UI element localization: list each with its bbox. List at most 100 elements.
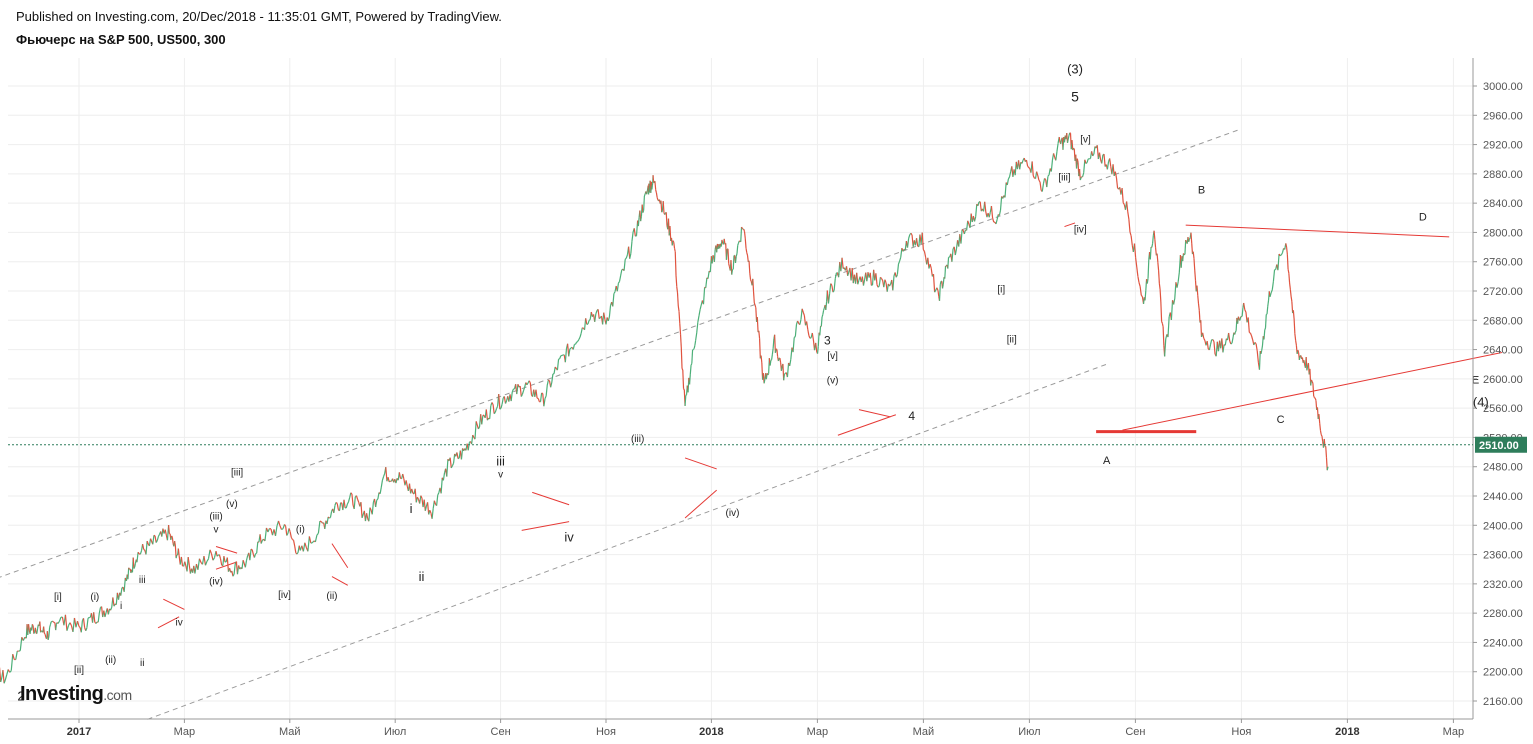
- price-candle: [64, 614, 68, 631]
- price-candle: [442, 472, 446, 481]
- price-candle: [494, 408, 498, 413]
- y-tick-label: 2160.00: [1483, 696, 1523, 708]
- price-candle: [990, 205, 994, 219]
- price-candle: [809, 337, 812, 339]
- price-candle: [1325, 446, 1328, 458]
- price-candle: [493, 411, 496, 415]
- price-candle: [437, 492, 440, 496]
- price-candle: [1158, 283, 1161, 290]
- price-candle: [746, 255, 749, 263]
- price-candle: [929, 263, 932, 269]
- price-candle: [1312, 383, 1315, 397]
- price-candle: [284, 524, 287, 527]
- price-candle: [944, 266, 947, 279]
- price-candle: [1137, 276, 1140, 283]
- price-candle: [1190, 232, 1193, 244]
- price-candle: [699, 304, 702, 310]
- price-candle: [491, 402, 494, 405]
- price-candle: [1047, 174, 1050, 177]
- price-candle: [510, 391, 513, 402]
- price-candle: [1122, 202, 1125, 205]
- y-tick-label: 2840.00: [1483, 198, 1523, 210]
- price-candle: [624, 257, 627, 260]
- wave-label: ii: [419, 569, 425, 584]
- price-candle: [1044, 177, 1047, 180]
- price-candle: [431, 508, 434, 519]
- price-candle: [1230, 342, 1233, 345]
- price-candle: [627, 246, 631, 259]
- price-candle: [607, 316, 610, 322]
- price-candle: [1071, 140, 1074, 151]
- y-tick-label: 3000.00: [1483, 81, 1523, 93]
- price-candle: [326, 516, 329, 525]
- price-candle: [780, 365, 783, 371]
- price-candle: [1174, 282, 1177, 299]
- price-candle: [112, 597, 115, 607]
- price-candle: [4, 674, 8, 681]
- price-candle: [440, 477, 443, 494]
- y-axis: 2160.00 2200.00 2240.00 2280.00 2320.00 2360.…: [1472, 58, 1523, 719]
- price-candle: [416, 496, 420, 500]
- price-candle: [492, 404, 495, 414]
- price-candle: [155, 540, 158, 543]
- investing-logo: Investing.com: [20, 683, 132, 706]
- price-candle: [137, 551, 140, 555]
- price-candle: [998, 210, 1002, 216]
- price-candle: [264, 527, 268, 542]
- price-candle: [171, 537, 174, 544]
- price-candle: [760, 355, 763, 364]
- price-candle: [1019, 162, 1022, 170]
- wave-label: [i]: [997, 284, 1005, 295]
- price-candle: [1188, 237, 1191, 240]
- price-candle: [58, 617, 62, 622]
- wave-channel-tick: [157, 616, 180, 629]
- price-candle: [977, 201, 980, 206]
- price-candle: [1298, 355, 1301, 361]
- price-candle: [1249, 332, 1253, 337]
- price-candle: [727, 248, 730, 264]
- price-candle: [790, 347, 793, 360]
- price-candle: [892, 276, 895, 291]
- price-candle: [758, 330, 761, 339]
- price-candle: [598, 317, 601, 320]
- price-candle: [368, 507, 371, 522]
- wave-channel-tick: [331, 576, 349, 586]
- wave-label: (3): [1067, 62, 1083, 77]
- price-candle: [1076, 158, 1079, 163]
- price-candle: [979, 201, 982, 212]
- wave-label: (4): [1473, 395, 1489, 410]
- logo-suffix: .com: [103, 687, 132, 703]
- price-candle: [697, 315, 700, 323]
- price-candle: [803, 315, 807, 326]
- price-candle: [402, 473, 405, 479]
- price-candle: [617, 281, 621, 284]
- price-candle: [226, 557, 230, 572]
- price-candle: [1193, 258, 1196, 271]
- price-series: [0, 132, 1329, 684]
- price-candle: [942, 277, 945, 285]
- price-candle: [369, 507, 372, 511]
- price-candle: [53, 621, 55, 623]
- x-tick-label: Сен: [1125, 726, 1145, 738]
- price-candle: [522, 386, 526, 391]
- price-candle: [146, 540, 149, 545]
- price-candle: [834, 272, 837, 279]
- price-candle: [922, 249, 925, 252]
- price-candle: [789, 359, 792, 366]
- price-candle: [996, 214, 999, 220]
- price-candle: [477, 426, 481, 430]
- price-candle: [526, 382, 529, 386]
- price-candle: [830, 283, 833, 286]
- x-axis: 2017 Мар Май Июл Сен Ноя 2018 Мар Май Июл Сен Ноя 20…: [8, 718, 1473, 738]
- price-candle: [1086, 158, 1089, 163]
- price-candle: [1256, 350, 1259, 363]
- price-candle: [516, 384, 519, 395]
- price-candle: [167, 524, 170, 534]
- price-candle: [678, 311, 681, 324]
- price-candle: [665, 212, 668, 226]
- price-candle: [748, 260, 751, 274]
- price-candle: [382, 473, 386, 477]
- price-candle: [661, 210, 664, 213]
- price-candle: [1038, 179, 1041, 183]
